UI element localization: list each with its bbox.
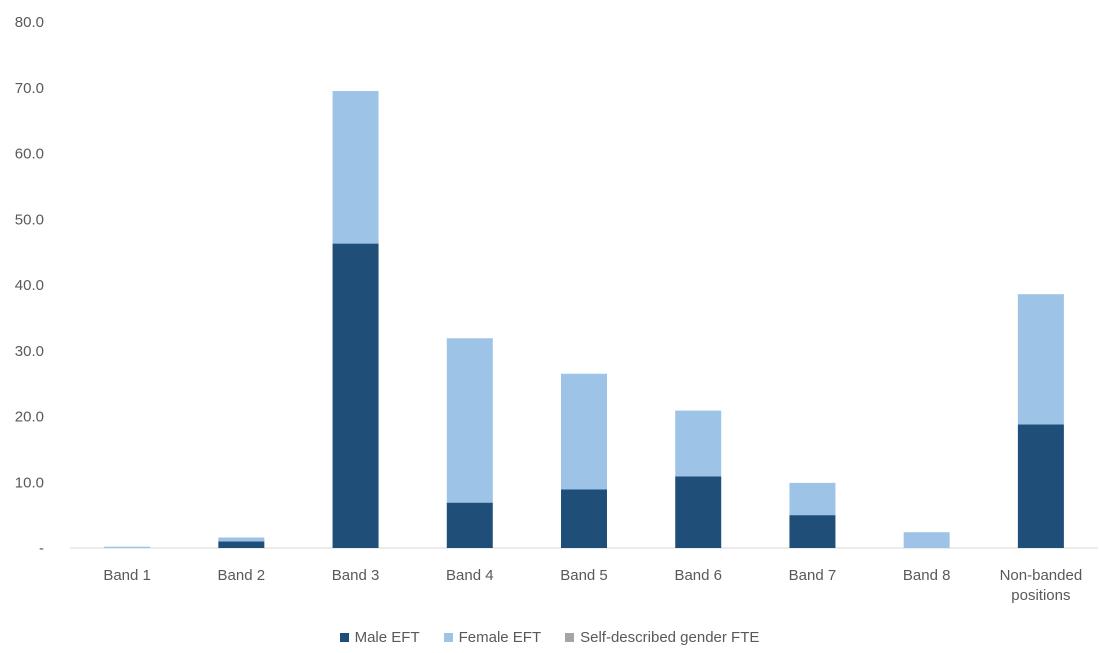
legend-swatch [443,633,453,642]
bar-segment-female-eft-band-8 [903,532,950,548]
y-tick-label: 50.0 [15,211,44,228]
bar-segment-female-eft-band-7 [789,482,836,516]
bar-segment-female-eft-band-6 [675,410,722,477]
bar-segment-male-eft-band-5 [561,489,607,548]
bars [104,91,1064,548]
legend: Male EFT Female EFT Self-described gender … [0,629,1099,646]
legend-item: Female EFT [443,629,542,646]
x-axis: Band 1 Band 2 Band 3 Band 4 Band 5 Band 6 Band… [103,567,1082,604]
legend-item: Male EFT [339,629,420,646]
bar-segment-female-eft-band-5 [561,373,607,490]
y-tick-label: 20.0 [15,409,44,426]
bar-segment-female-eft-band-4 [446,338,493,503]
x-tick-label: Band 8 [903,567,951,584]
bar-segment-female-eft-band-2 [218,537,265,542]
legend-label: Female EFT [458,629,542,646]
y-tick-label: 10.0 [15,474,44,491]
x-tick-label: Band 6 [674,567,722,584]
x-tick-label: Band 3 [332,567,380,584]
legend-swatch [339,633,349,642]
y-tick-label: - [39,540,44,557]
stacked-bar-chart: - 10.0 20.0 30.0 40.0 50.0 60.0 70.0 80.0 Band 1… [15,14,1098,604]
y-tick-label: 80.0 [15,14,44,31]
bar-segment-male-eft-band-2 [218,541,265,548]
bar-segment-male-eft-non-banded-positions [1017,424,1064,548]
legend-swatch [565,633,575,642]
bar-segment-male-eft-band-4 [446,502,493,548]
x-tick-label: Band 5 [560,567,608,584]
y-tick-label: 60.0 [15,146,44,163]
bar-segment-male-eft-band-6 [675,476,722,548]
x-tick-label: Band 2 [218,567,266,584]
y-tick-label: 30.0 [15,343,44,360]
legend-item: Self-described gender FTE [565,629,759,646]
bar-segment-female-eft-band-1 [104,546,151,548]
y-axis: - 10.0 20.0 30.0 40.0 50.0 60.0 70.0 80.0 [15,14,44,557]
y-tick-label: 70.0 [15,80,44,97]
x-tick-label: Band 7 [789,567,837,584]
bar-segment-female-eft-non-banded-positions [1017,294,1064,425]
x-tick-label: Band 4 [446,567,494,584]
bar-segment-female-eft-band-3 [332,91,379,244]
x-tick-label: Non-banded positions [1000,567,1083,604]
x-tick-label: Band 1 [103,567,151,584]
y-tick-label: 40.0 [15,277,44,294]
bar-segment-male-eft-band-7 [789,515,836,548]
bar-segment-male-eft-band-3 [332,243,379,548]
legend-label: Self-described gender FTE [580,629,760,646]
legend-label: Male EFT [354,629,420,646]
